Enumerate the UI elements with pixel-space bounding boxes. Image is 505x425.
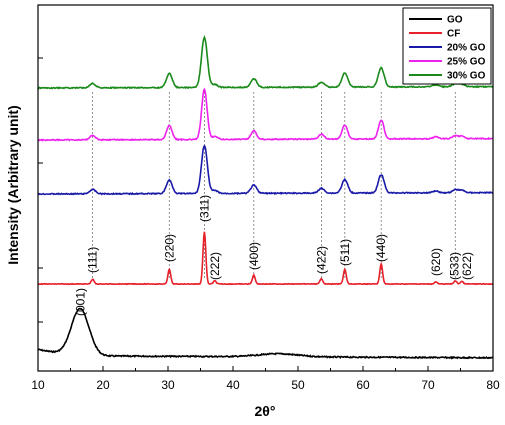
series-curves — [37, 34, 494, 360]
series-line-go — [37, 307, 494, 360]
peak-label: (220) — [162, 234, 176, 262]
x-axis-title: 2θ° — [255, 403, 276, 419]
peak-label: (533) — [447, 252, 461, 280]
legend-label: 30% GO — [447, 71, 486, 82]
series-line-25-go — [37, 87, 494, 142]
y-axis-title: Intensity (Arbitrary unit) — [5, 105, 21, 264]
x-tick-label: 20 — [96, 378, 110, 392]
legend-label: 25% GO — [447, 57, 486, 68]
peak-label: (001) — [73, 288, 87, 316]
peak-label: (622) — [460, 252, 474, 280]
x-tick-label: 30 — [161, 378, 175, 392]
peak-label: (511) — [338, 239, 352, 266]
series-line-20-go — [37, 144, 494, 196]
x-tick-label: 50 — [291, 378, 305, 392]
x-tick-label: 80 — [486, 378, 500, 392]
peak-label: (440) — [374, 234, 388, 262]
axis-ticks: 10 20 30 40 50 60 70 80 — [31, 57, 500, 392]
peak-guide-lines — [92, 92, 456, 278]
series-line-30-go — [37, 34, 494, 90]
peak-label: (620) — [429, 248, 443, 276]
peak-label: (111) — [86, 247, 100, 273]
x-tick-label: 40 — [226, 378, 240, 392]
x-tick-label: 70 — [421, 378, 435, 392]
legend-label: 20% GO — [447, 43, 486, 54]
peak-label: (222) — [208, 252, 222, 280]
peak-label: (311) — [197, 195, 211, 222]
peak-labels: (001) (111) (220) (311) (222) (400) (422) (511)… — [73, 195, 474, 316]
series-line-cf — [37, 231, 494, 286]
legend-label: GO — [447, 15, 463, 26]
legend: GO CF 20% GO 25% GO 30% GO — [402, 7, 492, 85]
x-tick-label: 10 — [31, 378, 45, 392]
peak-label: (400) — [247, 242, 261, 270]
legend-label: CF — [447, 29, 460, 40]
x-tick-label: 60 — [356, 378, 370, 392]
peak-label: (422) — [314, 246, 328, 274]
